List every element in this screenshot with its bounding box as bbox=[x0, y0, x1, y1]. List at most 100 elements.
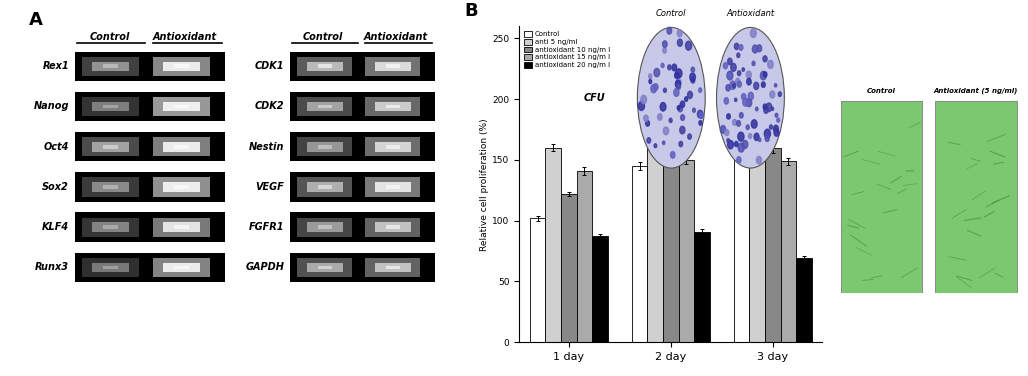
Circle shape bbox=[646, 120, 650, 126]
Text: CDK2: CDK2 bbox=[255, 102, 284, 111]
Bar bbox=[75, 253, 225, 282]
Circle shape bbox=[748, 133, 751, 138]
Circle shape bbox=[742, 141, 747, 149]
Circle shape bbox=[678, 141, 683, 147]
Bar bbox=[841, 102, 922, 293]
Circle shape bbox=[778, 92, 781, 97]
Bar bbox=[82, 258, 140, 277]
Circle shape bbox=[690, 73, 695, 81]
Bar bbox=[297, 218, 353, 237]
Bar bbox=[375, 223, 411, 232]
Y-axis label: Relative cell proliferation (%): Relative cell proliferation (%) bbox=[480, 118, 489, 250]
Text: Antioxidant: Antioxidant bbox=[727, 9, 774, 18]
Circle shape bbox=[752, 61, 755, 65]
Bar bbox=[104, 185, 118, 189]
Bar bbox=[306, 142, 342, 152]
Bar bbox=[386, 225, 400, 229]
Circle shape bbox=[727, 114, 730, 119]
Bar bbox=[306, 62, 342, 71]
Bar bbox=[375, 102, 411, 111]
Bar bbox=[935, 102, 1017, 293]
Circle shape bbox=[739, 113, 743, 118]
Text: Sox2: Sox2 bbox=[42, 182, 69, 192]
Circle shape bbox=[699, 88, 702, 92]
Circle shape bbox=[724, 63, 728, 69]
Circle shape bbox=[762, 82, 765, 88]
Bar bbox=[82, 137, 140, 156]
Bar bbox=[297, 177, 353, 197]
Bar bbox=[318, 145, 332, 149]
Bar bbox=[290, 52, 435, 81]
Circle shape bbox=[764, 107, 768, 113]
Bar bbox=[318, 225, 332, 229]
Bar bbox=[386, 64, 400, 68]
Text: CFU: CFU bbox=[584, 93, 605, 103]
Circle shape bbox=[697, 110, 703, 118]
Bar bbox=[678, 160, 694, 342]
Bar bbox=[546, 148, 561, 342]
Circle shape bbox=[770, 91, 775, 98]
Circle shape bbox=[676, 79, 681, 85]
Circle shape bbox=[746, 71, 751, 79]
Circle shape bbox=[649, 74, 652, 79]
Circle shape bbox=[681, 101, 685, 108]
Circle shape bbox=[699, 121, 702, 125]
Circle shape bbox=[677, 85, 681, 89]
Circle shape bbox=[757, 45, 762, 52]
Circle shape bbox=[755, 133, 759, 141]
Circle shape bbox=[743, 98, 748, 106]
Circle shape bbox=[773, 127, 776, 132]
Circle shape bbox=[674, 72, 678, 79]
Circle shape bbox=[721, 126, 726, 133]
Bar bbox=[290, 132, 435, 161]
Bar bbox=[174, 185, 188, 189]
Bar bbox=[375, 182, 411, 192]
Circle shape bbox=[726, 85, 730, 91]
Bar bbox=[82, 218, 140, 237]
Bar bbox=[104, 105, 118, 108]
Bar bbox=[694, 232, 709, 342]
Bar bbox=[297, 137, 353, 156]
Circle shape bbox=[724, 98, 729, 104]
Bar bbox=[749, 77, 765, 342]
Circle shape bbox=[647, 138, 651, 143]
Circle shape bbox=[771, 107, 774, 111]
Circle shape bbox=[685, 97, 688, 102]
Text: Antioxidant: Antioxidant bbox=[152, 32, 216, 42]
Circle shape bbox=[668, 65, 671, 70]
Bar bbox=[306, 223, 342, 232]
Circle shape bbox=[663, 88, 666, 92]
Circle shape bbox=[663, 127, 668, 135]
Circle shape bbox=[742, 68, 744, 71]
Circle shape bbox=[675, 69, 682, 78]
Bar bbox=[162, 62, 199, 71]
Bar bbox=[297, 258, 353, 277]
Text: GAPDH: GAPDH bbox=[246, 262, 284, 272]
Text: Control: Control bbox=[868, 88, 896, 94]
Bar bbox=[93, 62, 130, 71]
Text: Oct4: Oct4 bbox=[44, 142, 69, 152]
Circle shape bbox=[738, 132, 744, 141]
Circle shape bbox=[654, 68, 660, 77]
Circle shape bbox=[691, 77, 695, 83]
Bar bbox=[162, 223, 199, 232]
Text: **: ** bbox=[750, 55, 764, 68]
Text: CDK1: CDK1 bbox=[255, 61, 284, 71]
Bar bbox=[306, 182, 342, 192]
Bar bbox=[318, 105, 332, 108]
Circle shape bbox=[746, 78, 751, 85]
Circle shape bbox=[765, 135, 769, 141]
Circle shape bbox=[667, 27, 671, 34]
Circle shape bbox=[777, 118, 779, 122]
Text: Nestin: Nestin bbox=[249, 142, 284, 152]
Bar bbox=[75, 172, 225, 202]
Text: Control: Control bbox=[303, 32, 343, 42]
Circle shape bbox=[764, 129, 770, 138]
Text: A: A bbox=[29, 11, 43, 29]
Bar bbox=[153, 218, 210, 237]
Bar bbox=[386, 145, 400, 149]
Bar bbox=[796, 258, 812, 342]
Circle shape bbox=[731, 64, 736, 71]
Bar bbox=[82, 97, 140, 116]
Circle shape bbox=[658, 114, 662, 120]
